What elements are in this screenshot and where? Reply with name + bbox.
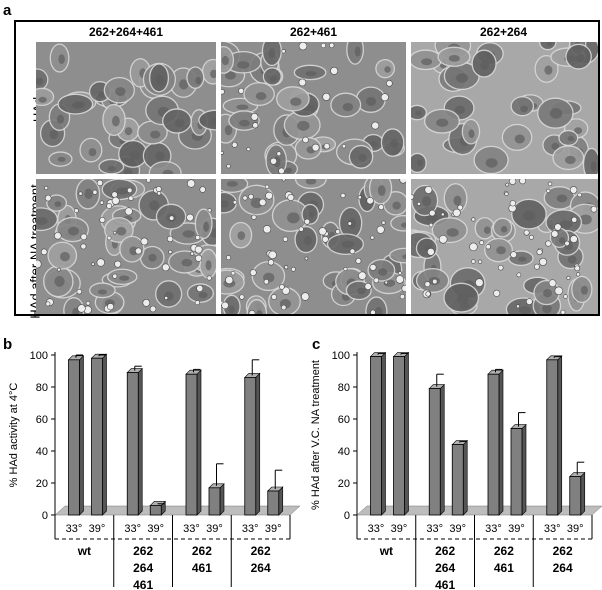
bar — [267, 490, 280, 516]
temperature-label: 39° — [508, 523, 525, 535]
y-tick-label: 0 — [42, 510, 48, 522]
group-label: wt — [77, 544, 91, 558]
y-axis-label-b: % HAd activity at 4°C — [8, 383, 20, 488]
y-tick-label: 80 — [338, 382, 350, 394]
y-tick-label: 100 — [30, 350, 48, 362]
bar — [91, 357, 103, 516]
temperature-label: 33° — [66, 523, 83, 535]
bar — [149, 504, 162, 516]
bar — [487, 373, 500, 516]
group-label: 262 — [553, 544, 573, 558]
group-label: 461 — [133, 578, 153, 590]
temperature-label: 39° — [89, 523, 106, 535]
panel-b-letter: b — [3, 336, 13, 353]
micrograph-had-262-264-461 — [36, 42, 216, 174]
group-label: 461 — [494, 561, 514, 575]
bar-chart-b: 0 20 40 60 80 100 % HAd activity at 4°C 33° 39° 3… — [8, 350, 300, 590]
bar-side — [462, 439, 468, 516]
group-label: 264 — [251, 561, 271, 575]
group-label: 264 — [133, 561, 153, 575]
bar-side — [557, 355, 563, 516]
column-label-2: 262+461 — [289, 25, 338, 39]
group-label: 262 — [251, 544, 271, 558]
y-tick-label: 100 — [332, 350, 350, 362]
group-label: 264 — [553, 561, 573, 575]
bar-chart-c: 0 20 40 60 80 100 % HAd after V.C. NA treatmen… — [310, 350, 602, 590]
bar-side — [219, 483, 225, 516]
group-label: 262 — [494, 544, 514, 558]
y-axis-label-c: % HAd after V.C. NA treatment — [310, 360, 322, 510]
column-label-1: 262+264+461 — [88, 25, 164, 39]
bar-side — [381, 351, 386, 516]
bar — [546, 359, 559, 516]
micrograph-had-262-461 — [221, 42, 406, 174]
group-label: 262 — [192, 544, 212, 558]
bar-side — [498, 369, 504, 516]
bar-side — [580, 471, 586, 516]
micrograph-na-262-461 — [221, 179, 406, 314]
temperature-label: 39° — [449, 523, 466, 535]
bar-side — [79, 355, 84, 516]
bar-side — [102, 353, 107, 516]
bar-side — [404, 351, 409, 516]
temperature-label: 39° — [391, 523, 408, 535]
bar-side — [255, 372, 261, 516]
temperature-label: 39° — [147, 523, 164, 535]
bar-side — [278, 486, 284, 516]
y-tick-label: 60 — [36, 414, 48, 426]
bar — [393, 356, 405, 516]
bar — [244, 377, 257, 516]
y-tick-label: 0 — [344, 510, 350, 522]
panel-a-letter: a — [3, 2, 12, 19]
y-tick-label: 60 — [338, 414, 350, 426]
column-label-3: 262+264 — [479, 25, 528, 39]
group-label: 262 — [133, 544, 153, 558]
group-label: 264 — [435, 561, 455, 575]
group-label: 461 — [192, 561, 212, 575]
bar-side — [439, 383, 445, 516]
bar — [68, 359, 80, 516]
temperature-label: 39° — [265, 523, 282, 535]
bar — [569, 476, 582, 516]
micrograph-had-262-264 — [411, 42, 598, 174]
bar — [510, 428, 523, 516]
group-label: 262 — [435, 544, 455, 558]
y-tick-label: 40 — [36, 446, 48, 458]
temperature-label: 39° — [567, 523, 584, 535]
temperature-label: 33° — [368, 523, 385, 535]
micrograph-na-262-264-461 — [36, 179, 216, 314]
bar — [451, 444, 464, 516]
micrograph-panel: 262+264+461 262+461 262+264 HAd HAd afte… — [14, 20, 600, 319]
temperature-label: 33° — [124, 523, 141, 535]
bar — [428, 388, 441, 516]
y-tick-label: 20 — [338, 478, 350, 490]
bar-side — [137, 367, 143, 516]
y-tick-label: 20 — [36, 478, 48, 490]
bar — [208, 487, 221, 516]
bar-side — [521, 423, 527, 516]
bar — [370, 356, 382, 516]
panel-c-letter: c — [312, 336, 321, 353]
y-tick-label: 40 — [338, 446, 350, 458]
bar-side — [196, 369, 202, 516]
temperature-label: 33° — [183, 523, 200, 535]
bar — [126, 372, 139, 516]
temperature-label: 39° — [206, 523, 223, 535]
temperature-label: 33° — [242, 523, 259, 535]
y-tick-label: 80 — [36, 382, 48, 394]
temperature-label: 33° — [544, 523, 561, 535]
temperature-label: 33° — [485, 523, 502, 535]
micrograph-na-262-264 — [411, 179, 598, 314]
bar — [185, 373, 198, 516]
group-label: 461 — [435, 578, 455, 590]
group-label: wt — [379, 544, 393, 558]
temperature-label: 33° — [426, 523, 443, 535]
